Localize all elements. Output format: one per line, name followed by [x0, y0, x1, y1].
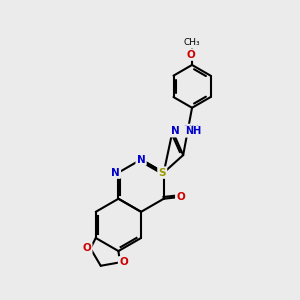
- Text: NH: NH: [183, 125, 200, 135]
- Text: NH: NH: [185, 126, 201, 136]
- Text: O: O: [186, 50, 195, 60]
- Text: O: O: [119, 257, 128, 267]
- Text: O: O: [176, 192, 185, 202]
- Text: CH₃: CH₃: [184, 38, 200, 47]
- Text: N: N: [170, 126, 179, 136]
- Text: S: S: [158, 168, 166, 178]
- Text: O: O: [82, 243, 91, 254]
- Text: N: N: [137, 154, 146, 164]
- Text: N: N: [111, 168, 120, 178]
